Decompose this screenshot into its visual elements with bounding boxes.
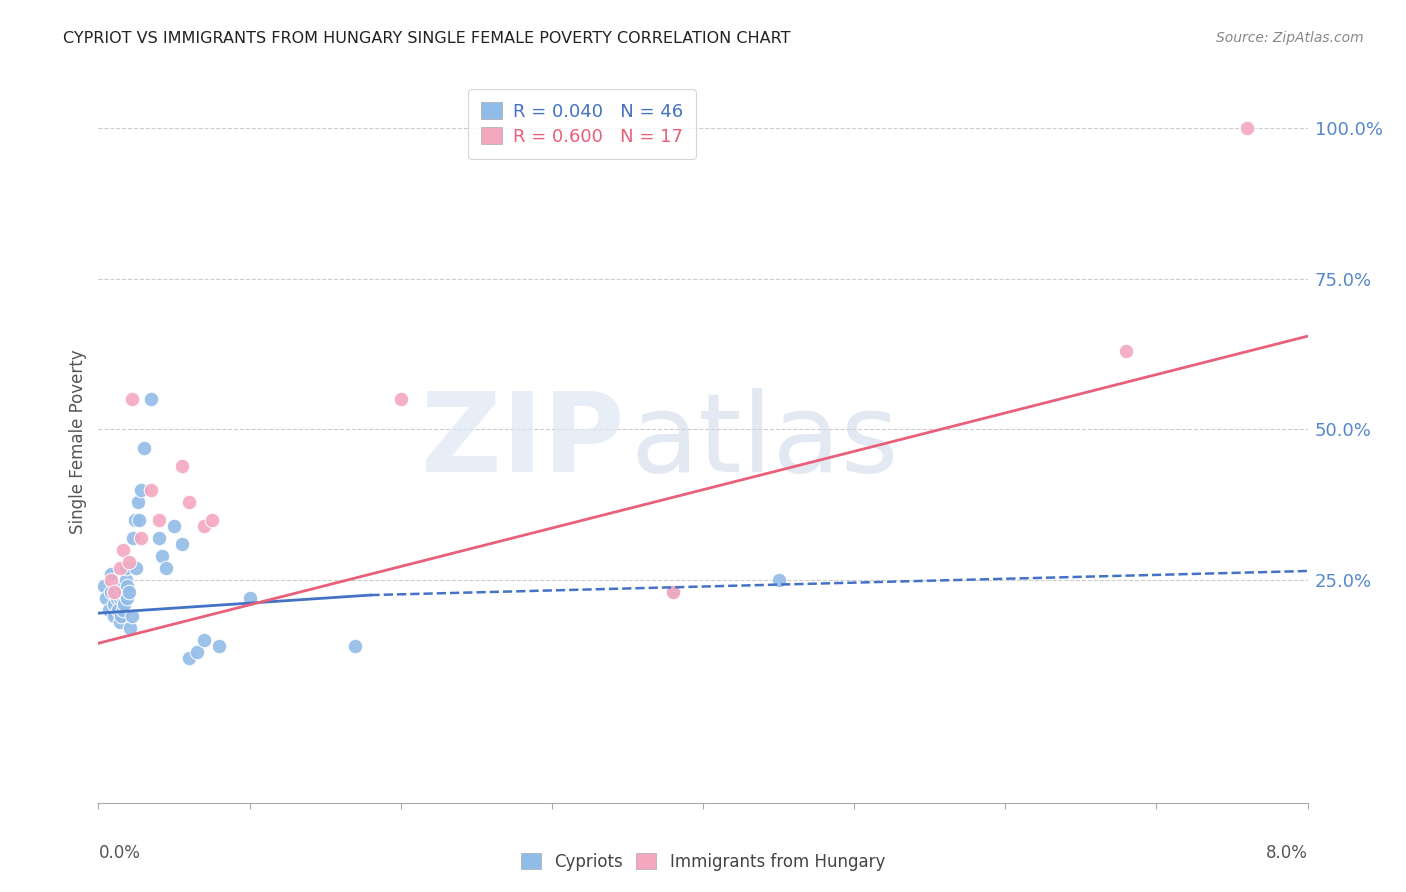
Point — [344, 639, 367, 653]
Point — [108, 561, 131, 575]
Point — [112, 597, 135, 611]
Point — [115, 591, 138, 606]
Point — [98, 603, 121, 617]
Point — [114, 573, 136, 587]
Point — [179, 494, 201, 508]
Point — [111, 542, 134, 557]
Text: Source: ZipAtlas.com: Source: ZipAtlas.com — [1216, 31, 1364, 45]
Point — [129, 483, 152, 497]
Point — [121, 392, 143, 407]
Point — [105, 591, 128, 606]
Point — [155, 561, 177, 575]
Point — [120, 621, 142, 635]
Point — [111, 591, 134, 606]
Point — [94, 591, 117, 606]
Point — [118, 585, 141, 599]
Legend: Cypriots, Immigrants from Hungary: Cypriots, Immigrants from Hungary — [513, 845, 893, 880]
Point — [93, 579, 115, 593]
Point — [208, 639, 231, 653]
Y-axis label: Single Female Poverty: Single Female Poverty — [69, 350, 87, 533]
Point — [100, 585, 122, 599]
Point — [141, 483, 163, 497]
Point — [186, 645, 208, 659]
Point — [129, 531, 152, 545]
Point — [100, 573, 122, 587]
Point — [107, 603, 129, 617]
Point — [148, 531, 170, 545]
Point — [1115, 344, 1137, 359]
Point — [170, 537, 193, 551]
Point — [112, 585, 135, 599]
Text: atlas: atlas — [630, 388, 898, 495]
Text: CYPRIOT VS IMMIGRANTS FROM HUNGARY SINGLE FEMALE POVERTY CORRELATION CHART: CYPRIOT VS IMMIGRANTS FROM HUNGARY SINGL… — [63, 31, 790, 46]
Text: 0.0%: 0.0% — [98, 845, 141, 863]
Point — [661, 585, 683, 599]
Point — [239, 591, 262, 606]
Point — [114, 561, 136, 575]
Point — [122, 531, 145, 545]
Point — [193, 633, 215, 648]
Legend: R = 0.040   N = 46, R = 0.600   N = 17: R = 0.040 N = 46, R = 0.600 N = 17 — [468, 89, 696, 159]
Point — [170, 458, 193, 473]
Point — [124, 513, 146, 527]
Point — [150, 549, 173, 563]
Point — [103, 597, 125, 611]
Point — [103, 585, 125, 599]
Point — [110, 579, 132, 593]
Point — [389, 392, 412, 407]
Point — [127, 494, 149, 508]
Point — [111, 603, 134, 617]
Text: 8.0%: 8.0% — [1265, 845, 1308, 863]
Point — [104, 585, 127, 599]
Text: ZIP: ZIP — [420, 388, 624, 495]
Point — [108, 615, 131, 630]
Point — [1236, 121, 1258, 136]
Point — [163, 518, 186, 533]
Point — [179, 651, 201, 665]
Point — [121, 609, 143, 624]
Point — [148, 513, 170, 527]
Point — [115, 579, 138, 593]
Point — [132, 441, 155, 455]
Point — [768, 573, 790, 587]
Point — [103, 609, 125, 624]
Point — [100, 567, 122, 582]
Point — [110, 609, 132, 624]
Point — [141, 392, 163, 407]
Point — [128, 513, 150, 527]
Point — [108, 591, 131, 606]
Point — [661, 585, 683, 599]
Point — [193, 518, 215, 533]
Point — [118, 555, 141, 569]
Point — [201, 513, 224, 527]
Point — [125, 561, 148, 575]
